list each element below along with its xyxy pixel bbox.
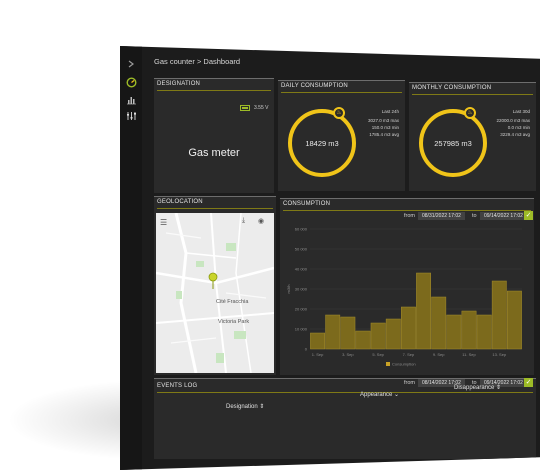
daily-value: 18429 m3 bbox=[305, 138, 339, 148]
panel-title: MONTHLY CONSUMPTION bbox=[412, 85, 492, 91]
map-graphic bbox=[156, 213, 274, 373]
to-label: to bbox=[472, 213, 477, 219]
column-header-disappearance[interactable]: Disappearance ⇕ bbox=[454, 385, 502, 391]
y-tick-label: 20 000 bbox=[295, 307, 308, 312]
from-date-input[interactable]: 08/31/2022 17:02 bbox=[418, 212, 465, 220]
bar bbox=[507, 290, 522, 350]
to-label: to bbox=[472, 380, 477, 386]
column-label: Designation bbox=[226, 404, 258, 410]
map-view[interactable]: ☰ ⤓ ◉ Cité Fracchia Victoria Park bbox=[156, 213, 274, 373]
map-menu-icon[interactable]: ☰ bbox=[160, 218, 168, 227]
legend-swatch bbox=[386, 362, 390, 366]
daily-period: Last 24h bbox=[381, 109, 399, 114]
geolocation-panel: GEOLOCATION ☰ ⤓ ◉ bbox=[154, 196, 276, 375]
bar bbox=[340, 316, 356, 350]
monthly-max: 22000.0 m3 max bbox=[496, 118, 530, 123]
y-tick-label: 10 000 bbox=[295, 327, 308, 332]
bar bbox=[325, 314, 341, 350]
monthly-min: 0.0 m3 min bbox=[507, 125, 530, 130]
divider bbox=[157, 208, 273, 209]
legend-label: Consumption bbox=[392, 362, 416, 367]
y-tick-label: 50 000 bbox=[295, 247, 308, 252]
x-tick-label: 7. Sep bbox=[403, 352, 415, 357]
x-tick-label: 1. Sep bbox=[312, 352, 324, 357]
monthly-consumption-panel: MONTHLY CONSUMPTION 257985 m3 ♨ Last 30d… bbox=[409, 82, 536, 191]
battery-icon bbox=[240, 105, 250, 111]
chevron-right-icon[interactable] bbox=[125, 58, 137, 70]
sidebar bbox=[120, 46, 142, 470]
eye-icon[interactable]: ◉ bbox=[258, 218, 265, 225]
gauge-icon[interactable] bbox=[125, 76, 137, 88]
daily-gauge: 18429 m3 bbox=[288, 109, 356, 177]
bar bbox=[401, 306, 416, 350]
bar bbox=[431, 296, 447, 350]
consumption-panel: CONSUMPTION from 08/31/2022 17:02 to 09/… bbox=[280, 198, 534, 375]
divider bbox=[157, 392, 533, 393]
panel-title: CONSUMPTION bbox=[283, 201, 331, 207]
bar bbox=[446, 314, 462, 350]
monthly-avg: 3229.4 m3 avg bbox=[500, 132, 530, 137]
monthly-value: 257985 m3 bbox=[434, 138, 472, 148]
panel-title: DAILY CONSUMPTION bbox=[281, 83, 348, 89]
dashboard-screen: Gas counter > Dashboard DESIGNATION 3.55… bbox=[120, 46, 540, 470]
y-tick-label: 30 000 bbox=[295, 287, 308, 292]
bar bbox=[476, 314, 492, 350]
monthly-gauge: 257985 m3 bbox=[419, 109, 487, 177]
x-tick-label: 3. Sep bbox=[342, 352, 354, 357]
panel-title: EVENTS LOG bbox=[157, 383, 198, 389]
bar-chart-icon[interactable] bbox=[125, 94, 137, 106]
settings-sliders-icon[interactable] bbox=[125, 110, 137, 122]
column-header-designation[interactable]: Designation ⇕ bbox=[226, 404, 265, 410]
bar bbox=[310, 332, 325, 350]
divider bbox=[283, 210, 531, 211]
x-tick-label: 5. Sep bbox=[372, 352, 384, 357]
apply-check-button[interactable]: ✓ bbox=[524, 211, 533, 220]
column-label: Disappearance bbox=[454, 385, 495, 391]
map-place-label: Cité Fracchia bbox=[216, 299, 249, 305]
divider bbox=[157, 90, 271, 91]
y-axis-label: m3/h bbox=[286, 285, 291, 294]
events-log-panel: EVENTS LOG from 08/14/2022 17:02 to 09/1… bbox=[154, 378, 536, 459]
daily-max: 3027.0 m3 max bbox=[367, 118, 399, 123]
bar bbox=[416, 272, 431, 350]
x-tick-label: 13. Sep bbox=[492, 352, 507, 357]
divider bbox=[412, 94, 533, 95]
device-name: Gas meter bbox=[188, 147, 240, 159]
from-date-input[interactable]: 08/14/2022 17:02 bbox=[418, 379, 465, 387]
apply-check-button[interactable]: ✓ bbox=[524, 378, 533, 387]
panel-title: DESIGNATION bbox=[157, 81, 201, 87]
bar bbox=[461, 310, 477, 350]
daily-consumption-panel: DAILY CONSUMPTION 18429 m3 ♨ Last 24h 30… bbox=[278, 80, 405, 191]
map-place-label: Victoria Park bbox=[218, 319, 250, 325]
to-date-input[interactable]: 09/14/2022 17:02 bbox=[480, 212, 527, 220]
y-tick-label: 60 000 bbox=[295, 227, 308, 232]
flame-icon: ♨ bbox=[333, 107, 345, 119]
breadcrumb: Gas counter > Dashboard bbox=[154, 57, 241, 66]
y-tick-label: 40 000 bbox=[295, 267, 308, 272]
daily-min: 150.0 m3 min bbox=[371, 125, 399, 130]
y-tick-label: 0 bbox=[305, 347, 308, 352]
download-icon[interactable]: ⤓ bbox=[242, 217, 246, 224]
panel-title: GEOLOCATION bbox=[157, 199, 203, 205]
column-label: Appearance bbox=[360, 392, 393, 398]
monthly-period: Last 30d bbox=[512, 109, 530, 114]
divider bbox=[281, 92, 402, 93]
battery-voltage: 3.55 V bbox=[254, 105, 269, 111]
column-header-appearance[interactable]: Appearance ⌄ bbox=[360, 392, 400, 398]
to-date-input[interactable]: 09/14/2022 17:02 bbox=[480, 379, 527, 387]
consumption-chart: 0 10 000 20 000 30 000 40 000 50 000 60 000 m3/… bbox=[286, 227, 522, 367]
bar bbox=[385, 318, 401, 350]
flame-icon: ♨ bbox=[464, 107, 476, 119]
bar bbox=[491, 280, 507, 350]
from-label: from bbox=[404, 380, 415, 386]
x-tick-label: 11. Sep bbox=[462, 352, 476, 357]
designation-panel: DESIGNATION 3.55 V Gas meter bbox=[154, 78, 274, 193]
daily-avg: 1785.4 m3 avg bbox=[369, 132, 399, 137]
from-label: from bbox=[404, 213, 415, 219]
bar bbox=[355, 330, 371, 350]
x-tick-label: 9. Sep bbox=[433, 352, 445, 357]
bar bbox=[370, 322, 386, 350]
